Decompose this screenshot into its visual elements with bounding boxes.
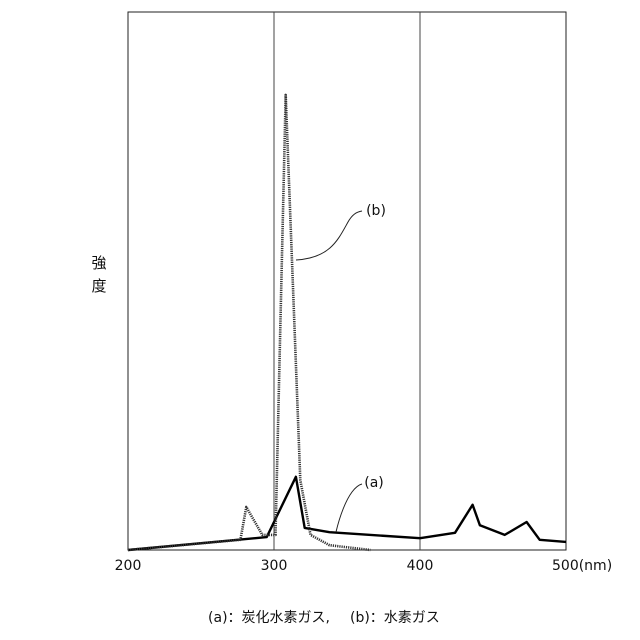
x-tick-label: 200 (115, 558, 142, 574)
annotation: (a) (364, 475, 384, 491)
caption: (b)：水素ガス (350, 610, 440, 626)
leader-line (296, 211, 362, 260)
caption: (a)：炭化水素ガス, (208, 610, 330, 626)
plot-frame (128, 12, 566, 550)
x-tick-label: 500(nm) (552, 558, 612, 574)
series-line (128, 477, 566, 550)
x-tick-label: 300 (261, 558, 288, 574)
chart: 強度 (a)：炭化水素ガス, (b)：水素ガス 200 300 400 500(nm)… (0, 0, 640, 640)
series-line (128, 95, 370, 550)
annotation: (b) (366, 203, 386, 219)
x-tick-label: 400 (407, 558, 434, 574)
leader-line (336, 484, 362, 532)
y-axis-label: 強度 (90, 255, 108, 301)
